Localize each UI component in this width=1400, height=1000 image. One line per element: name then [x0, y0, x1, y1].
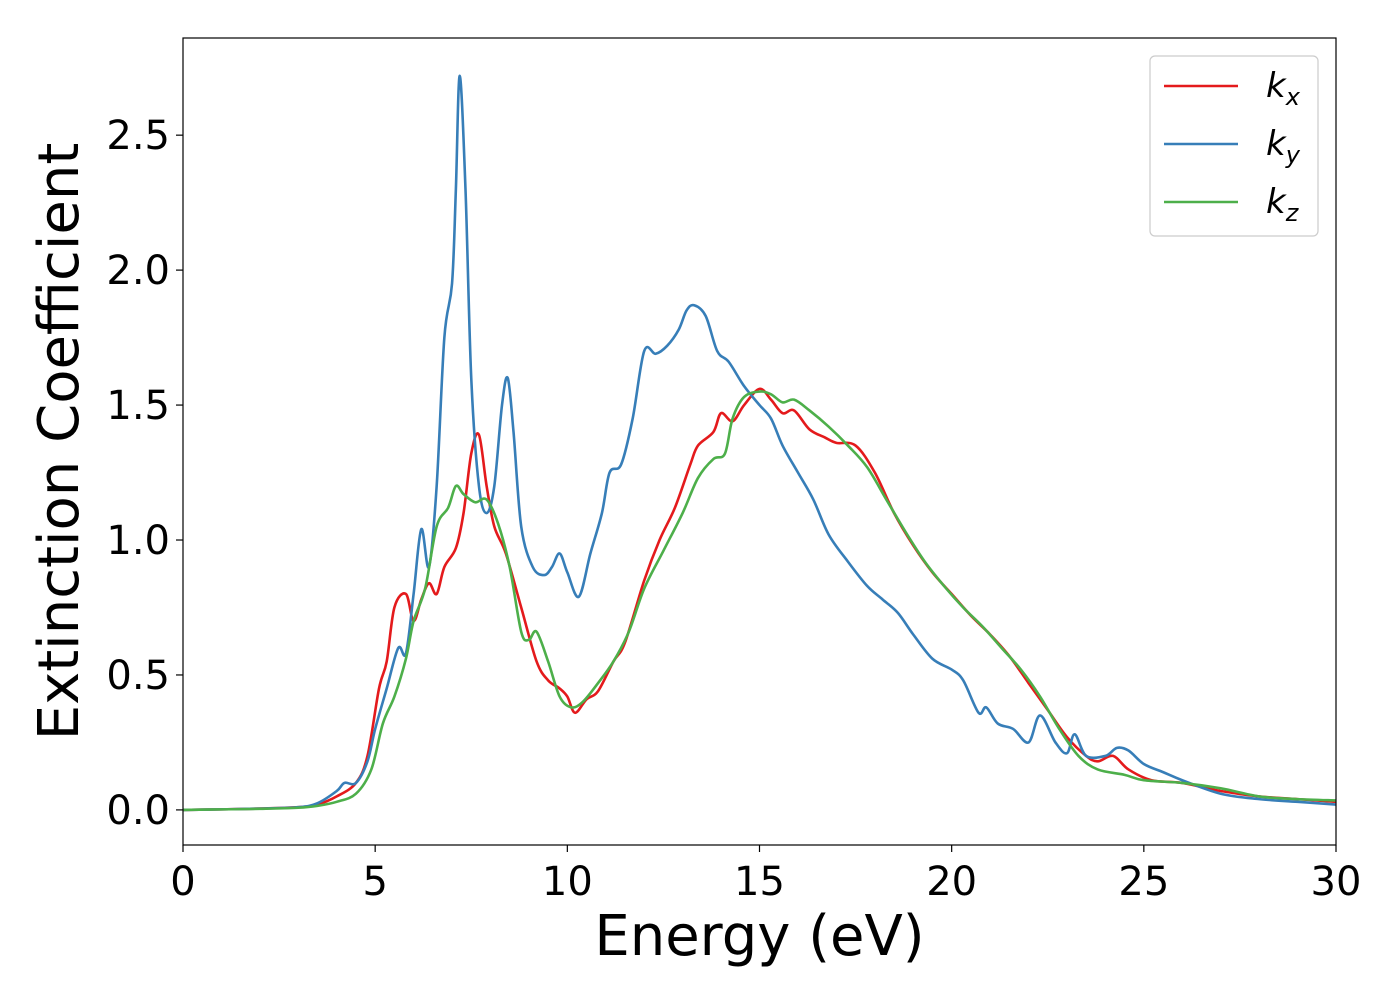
legend-label-base: k	[1266, 124, 1287, 164]
x-tick-label: 10	[542, 859, 593, 905]
y-tick-label: 0.5	[106, 653, 170, 699]
legend-label-base: k	[1266, 66, 1287, 106]
x-axis-title: Energy (eV)	[594, 904, 924, 969]
x-tick-label: 5	[362, 859, 387, 905]
y-tick-label: 2.0	[106, 248, 170, 294]
legend-label-z: kz	[1266, 182, 1300, 227]
y-tick-label: 1.5	[106, 383, 170, 429]
series-layer	[183, 74, 1336, 812]
x-tick-label: 30	[1311, 859, 1362, 905]
series-line-y	[183, 74, 1336, 812]
x-tick-label: 15	[734, 859, 785, 905]
legend-label-x: kx	[1266, 66, 1301, 111]
x-tick-label: 25	[1118, 859, 1169, 905]
series-line-z	[183, 390, 1336, 812]
legend-label-subscript: x	[1285, 83, 1301, 111]
series-line-x	[183, 387, 1336, 812]
y-tick-label: 0.0	[106, 788, 170, 834]
legend-label-subscript: z	[1285, 199, 1300, 227]
x-axis-ticks: 0 5 10 15 20 25 30	[170, 845, 1361, 905]
y-tick-label: 1.0	[106, 518, 170, 564]
legend-label-base: k	[1266, 182, 1287, 222]
x-tick-label: 20	[926, 859, 977, 905]
y-axis-ticks: 0.0 0.5 1.0 1.5 2.0 2.5	[106, 113, 183, 834]
legend-label-y: ky	[1266, 124, 1301, 169]
y-axis-title: Extinction Coefficient	[27, 143, 92, 741]
legend-label-subscript: y	[1285, 141, 1301, 169]
legend-box	[1149, 55, 1319, 237]
y-tick-label: 2.5	[106, 113, 170, 159]
x-tick-label: 0	[170, 859, 195, 905]
